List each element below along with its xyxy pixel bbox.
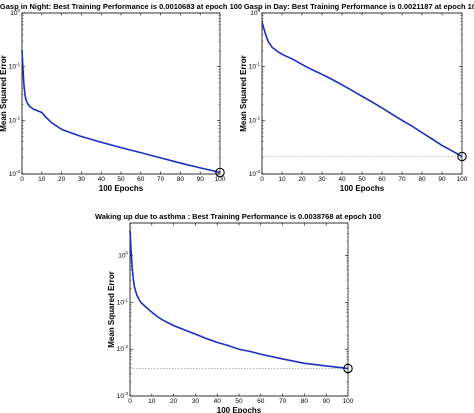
x-tick-label: 50 bbox=[235, 398, 243, 405]
x-tick-label: 90 bbox=[323, 398, 331, 405]
x-tick-label: 10 bbox=[278, 176, 286, 183]
x-tick-label: 100 bbox=[215, 176, 226, 183]
best-point-marker bbox=[215, 167, 225, 178]
x-tick-label: 100 bbox=[457, 176, 468, 183]
y-tick-label: 10-2 bbox=[9, 115, 21, 124]
y-tick-label: 100 bbox=[118, 251, 128, 260]
chart-title: Gasp in Day: Best Training Performance i… bbox=[244, 2, 474, 11]
x-tick-label: 0 bbox=[128, 398, 132, 405]
y-tick-label: 10-1 bbox=[117, 297, 129, 306]
y-axis-label: Mean Squared Error bbox=[0, 55, 8, 131]
x-tick-label: 40 bbox=[214, 398, 222, 405]
x-tick-label: 70 bbox=[157, 176, 165, 183]
y-tick-label: 10-2 bbox=[117, 344, 129, 353]
x-tick-label: 90 bbox=[197, 176, 205, 183]
x-tick-label: 50 bbox=[117, 176, 125, 183]
x-tick-label: 90 bbox=[438, 176, 446, 183]
y-tick-label: 10-3 bbox=[249, 169, 261, 178]
chart-panel-2: Gasp in Day: Best Training Performance i… bbox=[239, 2, 474, 193]
x-tick-label: 100 bbox=[343, 398, 354, 405]
x-axis-label: 100 Epochs bbox=[340, 184, 385, 193]
x-tick-label: 80 bbox=[301, 398, 309, 405]
chart-title: Waking up due to asthma : Best Training … bbox=[95, 212, 381, 221]
x-tick-label: 40 bbox=[338, 176, 346, 183]
x-tick-label: 10 bbox=[148, 398, 156, 405]
y-tick-label: 10-3 bbox=[9, 169, 21, 178]
best-point-marker bbox=[457, 151, 467, 162]
y-tick-label: 10-3 bbox=[117, 391, 129, 400]
plot-area bbox=[129, 222, 349, 397]
x-axis-label: 100 Epochs bbox=[217, 406, 262, 413]
x-tick-label: 60 bbox=[257, 398, 265, 405]
x-tick-label: 20 bbox=[298, 176, 306, 183]
plot-area bbox=[21, 12, 221, 175]
x-tick-label: 30 bbox=[318, 176, 326, 183]
x-axis-label: 100 Epochs bbox=[99, 184, 144, 193]
chart-panel-1: Gasp in Night: Best Training Performance… bbox=[0, 2, 242, 193]
x-tick-label: 10 bbox=[38, 176, 46, 183]
chart-title: Gasp in Night: Best Training Performance… bbox=[0, 2, 242, 11]
x-tick-label: 60 bbox=[137, 176, 145, 183]
chart-panel-3: Waking up due to asthma : Best Training … bbox=[95, 212, 381, 413]
x-tick-label: 20 bbox=[170, 398, 178, 405]
x-tick-label: 70 bbox=[398, 176, 406, 183]
y-tick-label: 10-2 bbox=[249, 115, 261, 124]
y-axis-label: Mean Squared Error bbox=[107, 271, 116, 347]
y-tick-label: 10-1 bbox=[9, 62, 21, 71]
y-axis-label: Mean Squared Error bbox=[239, 55, 248, 131]
y-tick-label: 100 bbox=[10, 8, 20, 17]
x-tick-label: 0 bbox=[260, 176, 264, 183]
x-tick-label: 80 bbox=[177, 176, 185, 183]
y-tick-label: 100 bbox=[250, 8, 260, 17]
x-tick-label: 30 bbox=[78, 176, 86, 183]
x-tick-label: 60 bbox=[378, 176, 386, 183]
x-tick-label: 30 bbox=[192, 398, 200, 405]
x-tick-label: 20 bbox=[58, 176, 66, 183]
x-tick-label: 50 bbox=[358, 176, 366, 183]
x-tick-label: 40 bbox=[98, 176, 106, 183]
training-series-line bbox=[21, 50, 221, 174]
x-tick-label: 70 bbox=[279, 398, 287, 405]
x-tick-label: 0 bbox=[20, 176, 24, 183]
x-tick-label: 80 bbox=[418, 176, 426, 183]
plot-area bbox=[261, 12, 463, 175]
best-point-marker bbox=[343, 363, 353, 374]
y-tick-label: 10-1 bbox=[249, 62, 261, 71]
